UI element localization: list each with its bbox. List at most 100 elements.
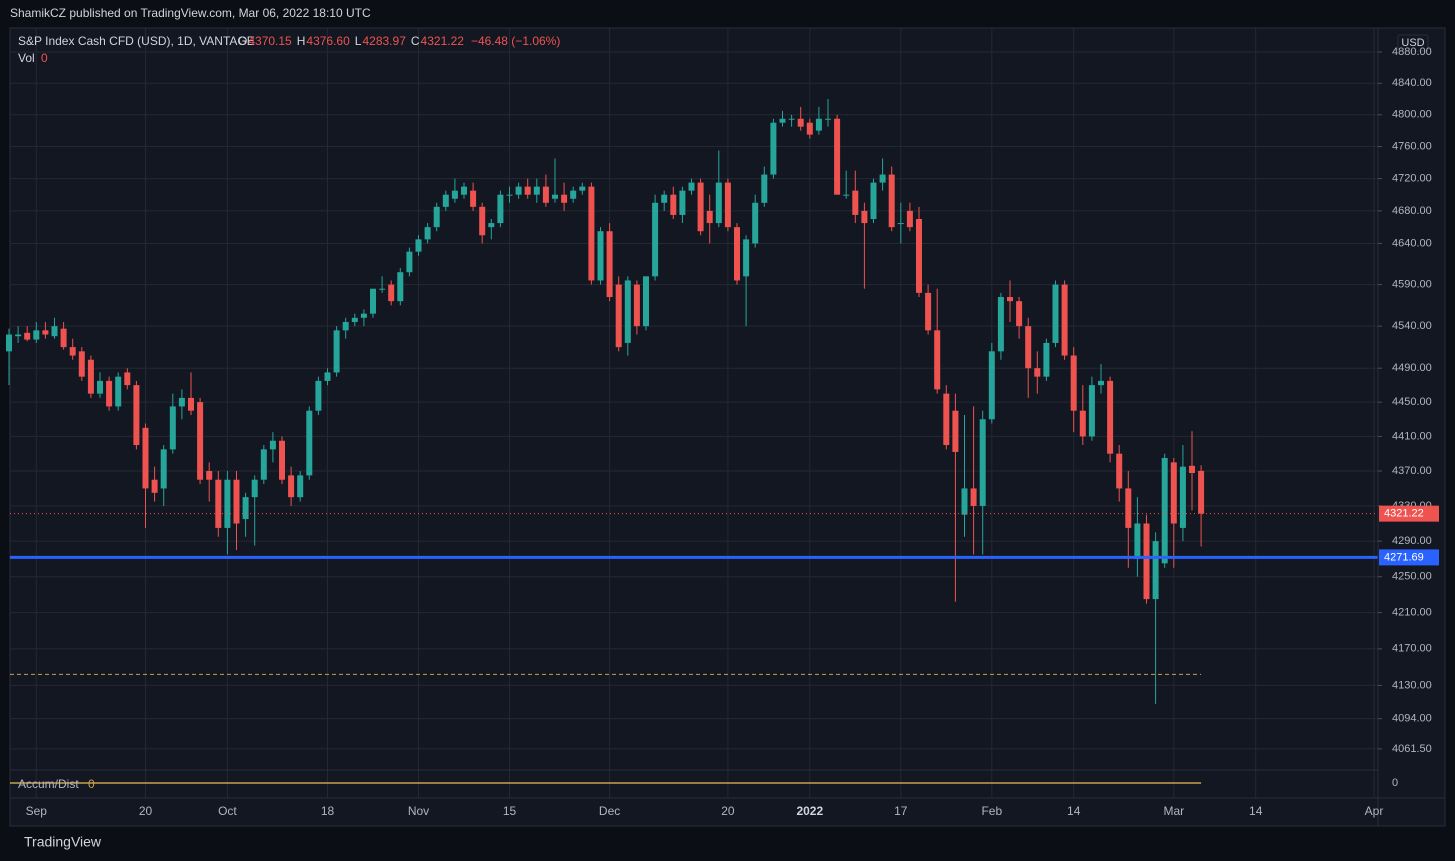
- candle-body: [1125, 488, 1132, 528]
- candle-body: [224, 479, 231, 528]
- symbol-label: S&P Index Cash CFD (USD), 1D, VANTAGE: [18, 34, 255, 48]
- candle-body: [315, 380, 322, 411]
- ohlc-value: 4283.97: [362, 34, 406, 48]
- candle-body: [433, 206, 440, 228]
- candle-body: [106, 380, 113, 407]
- candle-body: [925, 292, 932, 331]
- currency-badge[interactable]: [1397, 34, 1429, 52]
- ohlc-key: C: [411, 34, 420, 48]
- candle-body: [87, 359, 94, 394]
- candle-body: [397, 272, 404, 302]
- candle-body: [1007, 297, 1013, 302]
- candle-body: [797, 118, 804, 127]
- accum-dist-tick: 0: [1392, 777, 1398, 789]
- candle-body: [825, 118, 831, 120]
- candle-body: [834, 118, 841, 195]
- candle-body: [360, 313, 367, 318]
- candle-body: [552, 194, 558, 199]
- candle-body: [652, 202, 659, 277]
- candle-body: [1161, 458, 1168, 564]
- candle-body: [542, 186, 549, 203]
- candle-body: [1198, 470, 1205, 514]
- candle-body: [6, 334, 12, 352]
- candle-body: [615, 284, 622, 348]
- candle-body: [734, 227, 740, 281]
- x-tick-label: 14: [1249, 804, 1263, 818]
- candle-body: [470, 190, 477, 207]
- candle-body: [406, 251, 413, 273]
- candle-body: [916, 218, 922, 293]
- candle-body: [970, 488, 977, 506]
- candle-body: [961, 488, 968, 515]
- candle-body: [306, 410, 313, 476]
- y-tick-label: 4490.00: [1392, 362, 1432, 374]
- candle-body: [342, 321, 349, 331]
- candle-body: [424, 227, 431, 240]
- x-tick-label: Feb: [981, 804, 1002, 818]
- candle-body: [297, 475, 304, 498]
- candle-body: [633, 284, 640, 327]
- candle-body: [379, 288, 386, 290]
- candle-body: [124, 372, 131, 386]
- y-tick-label: 4094.00: [1392, 713, 1432, 725]
- last-price-label: 4321.22: [1384, 508, 1424, 520]
- candle-body: [370, 288, 376, 314]
- candle-body: [1079, 410, 1086, 437]
- ohlc-key: H: [297, 34, 306, 48]
- candle-body: [533, 186, 540, 195]
- candle-body: [160, 449, 167, 489]
- candle-body: [770, 122, 777, 175]
- candle-body: [570, 190, 577, 199]
- y-tick-label: 4680.00: [1392, 205, 1432, 217]
- y-tick-label: 4880.00: [1392, 46, 1432, 58]
- price-label-box: [1379, 549, 1439, 566]
- candle-body: [15, 334, 22, 337]
- candle-body: [1116, 453, 1123, 489]
- y-tick-label: 4720.00: [1392, 172, 1432, 184]
- y-tick-label: 4410.00: [1392, 430, 1432, 442]
- candle-body: [388, 284, 395, 302]
- ohlc-key: L: [355, 34, 362, 48]
- x-tick-label: 17: [894, 804, 908, 818]
- candle-body: [979, 419, 986, 506]
- candle-body: [1134, 523, 1141, 559]
- candle-body: [115, 376, 122, 407]
- candle-body: [442, 194, 449, 207]
- candle-body: [752, 202, 759, 244]
- candle-body: [178, 397, 185, 407]
- x-tick-label: Nov: [408, 804, 429, 818]
- y-tick-label: 4840.00: [1392, 77, 1432, 89]
- candle-body: [415, 239, 422, 252]
- candle-body: [1016, 301, 1023, 327]
- candle-body: [1034, 368, 1041, 377]
- candle-body: [524, 186, 531, 195]
- candle-body: [1061, 284, 1068, 356]
- x-tick-label: Apr: [1365, 804, 1384, 818]
- ohlc-key: O: [238, 34, 247, 48]
- candle-body: [1189, 465, 1195, 474]
- candle-body: [324, 372, 331, 381]
- candle-body: [743, 239, 750, 277]
- candle-body: [351, 317, 358, 322]
- candle-body: [670, 194, 677, 215]
- x-tick-label: Dec: [599, 804, 620, 818]
- candle-body: [233, 479, 240, 524]
- ohlc-value: 4376.60: [306, 34, 350, 48]
- candle-body: [1025, 326, 1032, 369]
- x-tick-label: 20: [139, 804, 153, 818]
- candle-body: [579, 186, 586, 191]
- candle-body: [661, 194, 668, 203]
- candle-body: [1088, 385, 1095, 437]
- candle-body: [997, 297, 1004, 352]
- candle-body: [197, 402, 204, 480]
- candle-body: [1043, 342, 1050, 377]
- candle-body: [606, 231, 613, 298]
- candle-body: [42, 330, 49, 335]
- candle-body: [561, 194, 568, 203]
- y-tick-label: 4450.00: [1392, 396, 1432, 408]
- candle-body: [515, 186, 522, 195]
- candle-body: [870, 182, 877, 219]
- candle-body: [715, 182, 722, 224]
